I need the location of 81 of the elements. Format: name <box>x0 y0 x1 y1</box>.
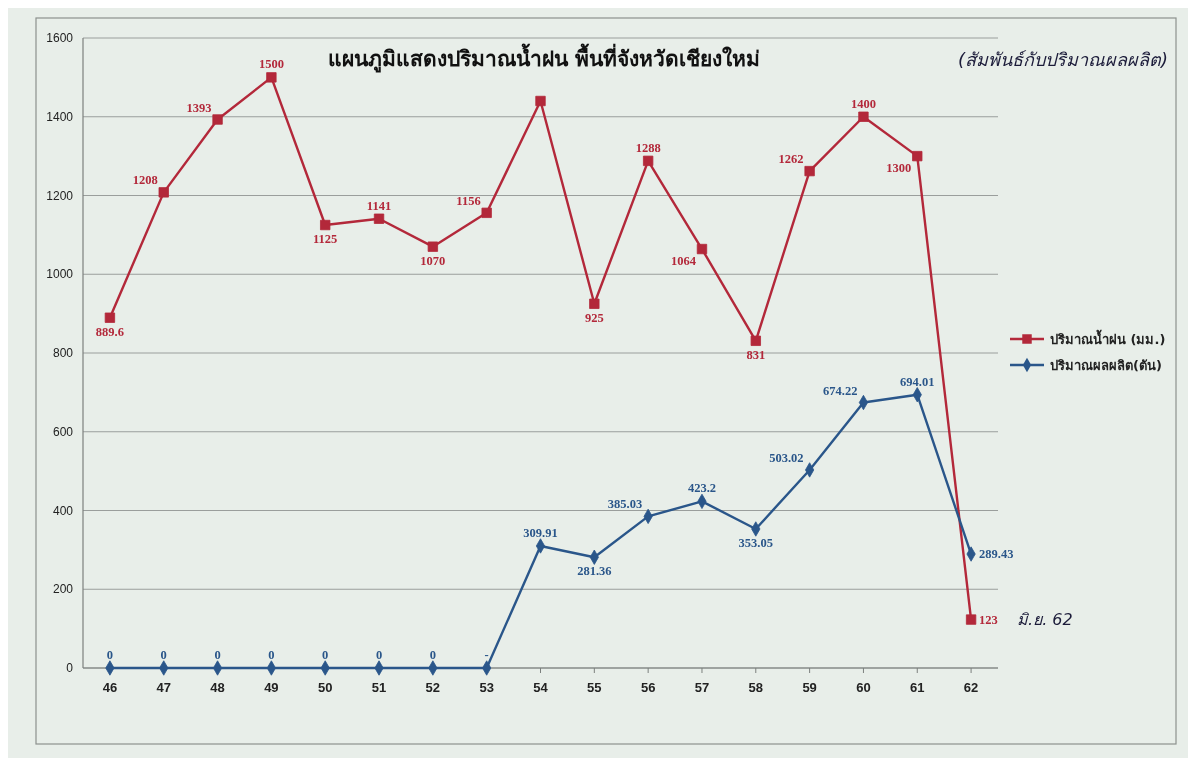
x-tick-label: 60 <box>856 680 871 695</box>
chart-title: แผนภูมิแสดงปริมาณน้ำฝน พื้นที่จังหวัดเชียงใหม่ <box>328 43 761 73</box>
data-label: 694.01 <box>900 374 935 389</box>
data-label: 0 <box>106 648 114 662</box>
data-label: 0 <box>268 648 275 662</box>
data-label: - <box>484 648 489 662</box>
point <box>804 165 815 177</box>
data-label: 0 <box>375 648 383 662</box>
data-label: 353.05 <box>738 535 773 550</box>
point <box>481 207 492 218</box>
data-label: 1393 <box>186 100 212 115</box>
data-label: 0 <box>429 648 436 662</box>
data-label: 123 <box>979 612 998 627</box>
point <box>858 111 869 122</box>
point <box>266 72 277 83</box>
data-label: 1070 <box>420 253 446 268</box>
data-label: 309.91 <box>523 525 558 540</box>
y-tick-label: 1600 <box>46 31 74 45</box>
x-tick-label: 58 <box>748 680 764 695</box>
data-label: 281.36 <box>577 564 612 579</box>
text: (สัมพันธ์กับปริมาณผลผลิต) <box>957 49 1168 70</box>
y-tick-label: 1200 <box>46 188 74 203</box>
point <box>750 335 761 346</box>
point <box>696 243 708 255</box>
data-label: 925 <box>584 310 604 325</box>
data-label: 1400 <box>850 96 876 111</box>
data-label: 1208 <box>132 173 158 188</box>
legend-label: ปริมาณผลผลิต(ตัน) <box>1050 358 1162 373</box>
point <box>158 187 169 198</box>
point <box>643 155 654 166</box>
x-tick-label: 48 <box>210 680 225 695</box>
data-label: 0 <box>214 648 221 662</box>
data-label: 889.6 <box>95 324 124 339</box>
x-tick-label: 62 <box>963 680 979 695</box>
point <box>589 298 600 309</box>
x-tick-label: 53 <box>479 680 494 695</box>
data-label: 1300 <box>886 161 912 176</box>
y-tick-label: 1400 <box>46 109 74 124</box>
point <box>373 213 385 224</box>
data-label: 289.43 <box>979 547 1014 562</box>
x-tick-label: 54 <box>533 680 549 695</box>
point <box>912 150 923 162</box>
x-tick-label: 61 <box>910 680 925 695</box>
x-tick-label: 55 <box>587 680 602 695</box>
point <box>965 614 977 625</box>
data-label: 1125 <box>313 232 338 247</box>
x-tick-label: 59 <box>802 680 817 695</box>
x-tick-label: 50 <box>317 680 333 695</box>
data-label: 1156 <box>456 193 481 208</box>
data-label: 503.02 <box>769 450 804 465</box>
x-tick-label: 56 <box>640 680 656 695</box>
x-tick-label: 46 <box>102 680 118 695</box>
point <box>212 114 223 125</box>
x-tick-label: 47 <box>156 680 171 695</box>
point <box>535 95 546 107</box>
y-tick-label: 600 <box>52 424 74 439</box>
x-tick-label: 52 <box>425 680 441 695</box>
data-label: 0 <box>322 648 329 662</box>
y-tick-label: 800 <box>52 346 74 360</box>
data-label: 1262 <box>778 152 804 167</box>
point <box>320 219 331 231</box>
y-tick-label: 0 <box>66 661 74 675</box>
data-label: 385.03 <box>607 497 643 512</box>
y-tick-label: 1000 <box>46 267 74 282</box>
x-tick-label: 57 <box>694 680 710 695</box>
data-label: 1064 <box>670 254 697 269</box>
point <box>104 312 116 323</box>
data-label: 1288 <box>635 140 661 155</box>
data-label: 674.22 <box>823 383 858 398</box>
data-label: 831 <box>746 347 766 362</box>
data-label: 0 <box>160 648 167 662</box>
x-tick-label: 51 <box>371 680 387 695</box>
legend-label: ปริมาณน้ำฝน (มม.) <box>1050 329 1166 347</box>
y-tick-label: 200 <box>52 582 74 597</box>
annotation: มิ.ย. 62 <box>1017 609 1073 629</box>
data-label: 423.2 <box>687 481 717 496</box>
point <box>427 241 438 252</box>
data-label: 1500 <box>258 57 284 72</box>
data-label: 1141 <box>366 198 392 213</box>
y-tick-label: 400 <box>52 503 74 518</box>
x-tick-label: 49 <box>264 680 279 695</box>
